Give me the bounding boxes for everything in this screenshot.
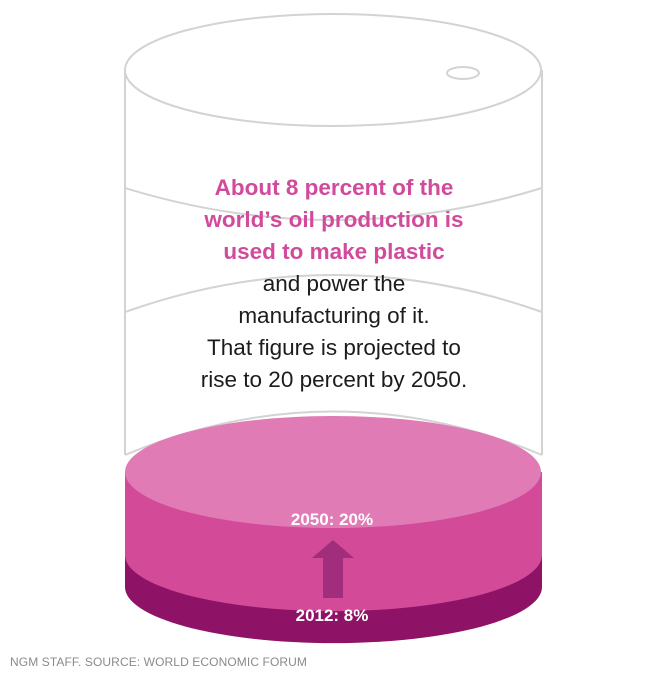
headline-body-line-4: rise to 20 percent by 2050. bbox=[200, 367, 468, 392]
barrel-lid bbox=[124, 13, 542, 127]
headline-highlight-line-2: world’s oil production is bbox=[204, 207, 464, 232]
headline-text: About 8 percent of the world’s oil produ… bbox=[130, 172, 538, 396]
level-future-top bbox=[125, 416, 541, 528]
headline-body-line-3: That figure is projected to bbox=[207, 335, 461, 360]
headline-body-line-1: and power the bbox=[262, 271, 406, 296]
oil-levels bbox=[125, 416, 542, 644]
level-label-2012: 2012: 8% bbox=[295, 606, 369, 625]
headline-highlight-line-1: About 8 percent of the bbox=[214, 175, 454, 200]
level-label-2050: 2050: 20% bbox=[290, 510, 374, 529]
barrel-rib-lower bbox=[124, 274, 543, 313]
barrel-bung-icon bbox=[446, 66, 480, 80]
source-credit: NGM STAFF. SOURCE: WORLD ECONOMIC FORUM bbox=[10, 655, 308, 669]
growth-arrow-icon bbox=[312, 540, 354, 598]
headline-body-line-2: manufacturing of it. bbox=[238, 303, 430, 328]
headline-highlight-line-3: used to make plastic bbox=[223, 239, 445, 264]
barrel-rib-upper bbox=[124, 187, 543, 221]
